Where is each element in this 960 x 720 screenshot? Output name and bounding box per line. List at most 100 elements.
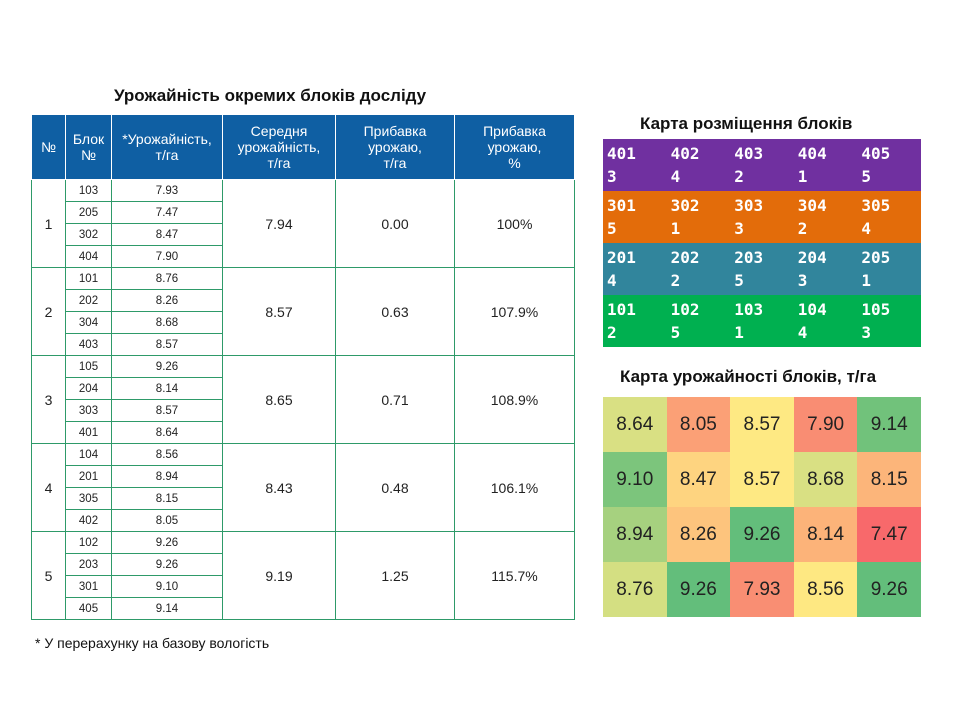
- yield-cell: 7.90: [111, 245, 223, 268]
- block-cell: 202: [65, 289, 112, 312]
- table-row: 204 8.14: [32, 377, 575, 400]
- table-row: 305 8.15: [32, 487, 575, 510]
- layout-map-cell: 205 1: [857, 243, 921, 295]
- block-cell: 304: [65, 311, 112, 334]
- yield-gain-pct-cell: 100%: [454, 179, 575, 268]
- layout-map-cell: 103 1: [730, 295, 794, 347]
- yield-cell: 9.26: [111, 531, 223, 554]
- yield-map-cell: 9.10: [603, 452, 667, 507]
- block-cell: 104: [65, 443, 112, 466]
- layout-map-cell: 304 2: [793, 191, 858, 243]
- yield-cell: 8.26: [111, 289, 223, 312]
- column-header: Прибавка урожаю, т/га: [335, 114, 455, 180]
- table-row: 5 102 9.26 9.19 1.25 115.7%: [31, 531, 575, 620]
- column-header: *Урожайність, т/га: [111, 114, 223, 180]
- yield-cell: 8.68: [111, 311, 223, 334]
- yield-cell: 8.64: [111, 421, 223, 444]
- yield-gain-pct-cell: 108.9%: [454, 355, 575, 444]
- layout-map-cell: 302 1: [666, 191, 731, 243]
- layout-map: 401 3 402 4 403 2 404 1 405 5 301 5 302 1 303 3…: [603, 139, 921, 347]
- table-row: 304 8.68: [32, 311, 575, 334]
- column-header: Блок №: [65, 114, 112, 180]
- layout-map-cell: 201 4: [603, 243, 667, 295]
- yield-map-cell: 8.76: [603, 562, 667, 617]
- variant-number-cell: 5: [31, 531, 66, 620]
- column-header: №: [31, 114, 66, 180]
- block-cell: 103: [65, 179, 112, 202]
- yield-gain-cell: 0.71: [335, 355, 455, 444]
- variant-number-cell: 3: [31, 355, 66, 444]
- yield-gain-cell: 0.00: [335, 179, 455, 268]
- yield-map-title: Карта урожайності блоків, т/га: [620, 367, 877, 386]
- yield-cell: 8.76: [111, 267, 223, 290]
- yield-gain-cell: 1.25: [335, 531, 455, 620]
- column-header: Прибавка урожаю, %: [454, 114, 575, 180]
- yield-cell: 9.14: [111, 597, 223, 620]
- layout-map-cell: 202 2: [666, 243, 731, 295]
- block-cell: 405: [65, 597, 112, 620]
- block-cell: 402: [65, 509, 112, 532]
- yield-cell: 8.47: [111, 223, 223, 246]
- table-title: Урожайність окремих блоків досліду: [114, 86, 427, 105]
- yield-map-cell: 8.64: [603, 397, 667, 452]
- yield-cell: 8.05: [111, 509, 223, 532]
- yield-map-cell: 7.90: [793, 397, 858, 452]
- layout-map-cell: 203 5: [730, 243, 794, 295]
- yield-cell: 8.57: [111, 333, 223, 356]
- table-row: 203 9.26: [32, 553, 575, 576]
- yield-cell: 8.14: [111, 377, 223, 400]
- yield-gain-pct-cell: 107.9%: [454, 267, 575, 356]
- block-cell: 302: [65, 223, 112, 246]
- footnote: * У перерахунку на базову вологість: [35, 635, 270, 651]
- layout-map-cell: 101 2: [603, 295, 667, 347]
- block-cell: 204: [65, 377, 112, 400]
- yield-gain-pct-cell: 115.7%: [454, 531, 575, 620]
- table-row: 4 104 8.56 8.43 0.48 106.1%: [31, 443, 575, 532]
- table-row: 401 8.64: [32, 421, 575, 444]
- layout-map-cell: 402 4: [666, 139, 731, 191]
- block-cell: 203: [65, 553, 112, 576]
- block-cell: 205: [65, 201, 112, 224]
- layout-map-cell: 305 4: [857, 191, 921, 243]
- block-cell: 102: [65, 531, 112, 554]
- table-row: 405 9.14: [32, 597, 575, 620]
- yield-map-cell: 8.26: [666, 507, 731, 562]
- mean-yield-cell: 8.65: [222, 355, 336, 444]
- yield-cell: 8.56: [111, 443, 223, 466]
- table-row: 303 8.57: [32, 399, 575, 422]
- yield-gain-cell: 0.48: [335, 443, 455, 532]
- table-row: 201 8.94: [32, 465, 575, 488]
- yield-map-cell: 9.26: [730, 507, 794, 562]
- yield-map-cell: 8.05: [666, 397, 731, 452]
- yield-cell: 8.15: [111, 487, 223, 510]
- block-cell: 201: [65, 465, 112, 488]
- layout-map-cell: 403 2: [730, 139, 794, 191]
- table-row: 2 101 8.76 8.57 0.63 107.9%: [31, 267, 575, 356]
- block-cell: 105: [65, 355, 112, 378]
- layout-map-title: Карта розміщення блоків: [640, 114, 853, 133]
- yield-cell: 7.93: [111, 179, 223, 202]
- layout-map-cell: 204 3: [793, 243, 858, 295]
- yield-cell: 8.94: [111, 465, 223, 488]
- block-cell: 301: [65, 575, 112, 598]
- yield-cell: 8.57: [111, 399, 223, 422]
- yield-map-cell: 8.14: [793, 507, 858, 562]
- yield-map-cell: 8.15: [857, 452, 921, 507]
- yield-cell: 9.10: [111, 575, 223, 598]
- block-cell: 101: [65, 267, 112, 290]
- layout-map-cell: 404 1: [793, 139, 858, 191]
- column-header: Середня урожайність, т/га: [222, 114, 336, 180]
- mean-yield-cell: 9.19: [222, 531, 336, 620]
- block-cell: 403: [65, 333, 112, 356]
- table-row: 3 105 9.26 8.65 0.71 108.9%: [31, 355, 575, 444]
- yield-map-cell: 9.26: [666, 562, 731, 617]
- variant-number-cell: 1: [31, 179, 66, 268]
- variant-number-cell: 4: [31, 443, 66, 532]
- layout-map-cell: 105 3: [857, 295, 921, 347]
- layout-map-cell: 303 3: [730, 191, 794, 243]
- yield-map-cell: 7.47: [857, 507, 921, 562]
- table-header-row: № Блок № *Урожайність, т/га Середня урожайн…: [31, 114, 575, 180]
- yield-map-cell: 8.57: [730, 397, 794, 452]
- table-row: 1 103 7.93 7.94 0.00 100%: [31, 179, 575, 268]
- yield-table: № Блок № *Урожайність, т/га Середня урожайн…: [31, 114, 575, 620]
